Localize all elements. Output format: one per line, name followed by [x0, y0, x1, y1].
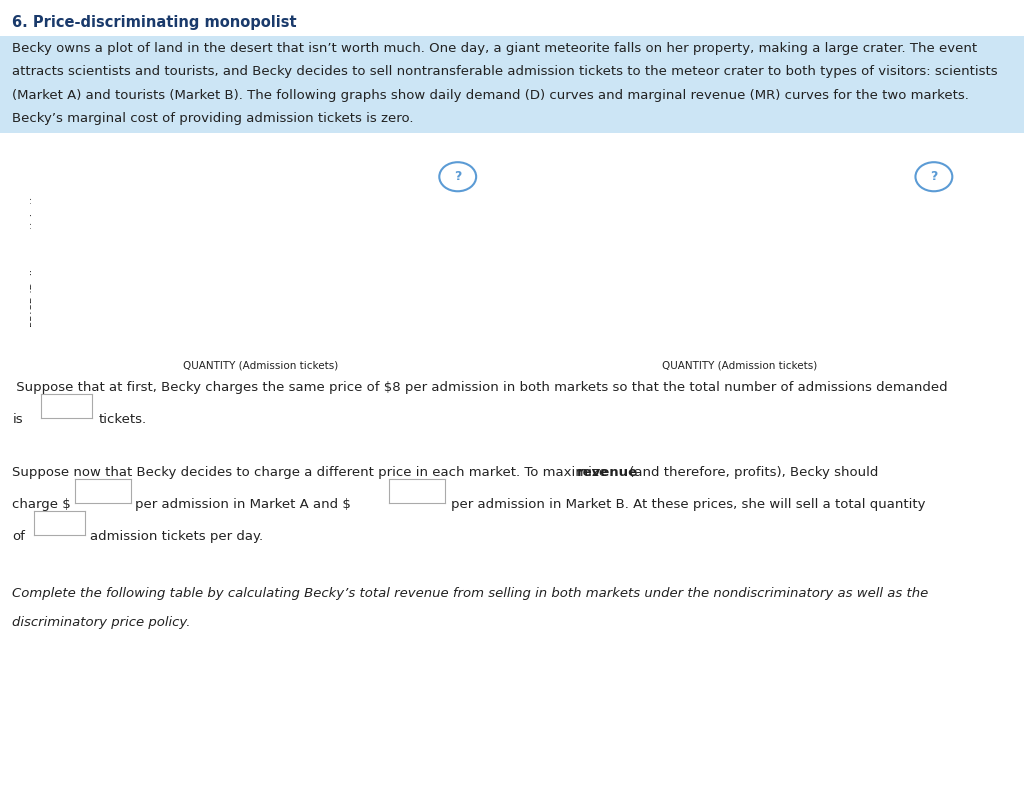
- Text: revenue: revenue: [577, 466, 638, 479]
- Text: Suppose that at first, Becky charges the same price of $8 per admission in both : Suppose that at first, Becky charges the…: [12, 381, 948, 394]
- Text: discriminatory price policy.: discriminatory price policy.: [12, 616, 190, 629]
- Y-axis label: PRICE (Dollars per ticket): PRICE (Dollars per ticket): [32, 196, 41, 328]
- Text: B: B: [663, 331, 669, 340]
- Text: MR: MR: [638, 327, 654, 337]
- Text: per admission in Market B. At these prices, she will sell a total quantity: per admission in Market B. At these pric…: [451, 498, 925, 511]
- Y-axis label: PRICE (Dollars per ticket): PRICE (Dollars per ticket): [511, 196, 520, 328]
- Text: tickets.: tickets.: [98, 413, 146, 426]
- Text: attracts scientists and tourists, and Becky decides to sell nontransferable admi: attracts scientists and tourists, and Be…: [12, 65, 998, 78]
- Text: D: D: [765, 327, 773, 337]
- Text: charge $: charge $: [12, 498, 71, 511]
- Text: Becky’s marginal cost of providing admission tickets is zero.: Becky’s marginal cost of providing admis…: [12, 112, 414, 125]
- Text: (and therefore, profits), Becky should: (and therefore, profits), Becky should: [625, 466, 878, 479]
- Text: is: is: [12, 413, 23, 426]
- Text: MR: MR: [238, 327, 254, 337]
- Text: Complete the following table by calculating Becky’s total revenue from selling i: Complete the following table by calculat…: [12, 587, 929, 600]
- Text: of: of: [12, 530, 26, 543]
- Text: per admission in Market A and $: per admission in Market A and $: [135, 498, 351, 511]
- Text: D: D: [443, 327, 452, 337]
- Text: (Market A) and tourists (Market B). The following graphs show daily demand (D) c: (Market A) and tourists (Market B). The …: [12, 89, 969, 102]
- Text: B: B: [780, 331, 786, 340]
- Text: admission tickets per day.: admission tickets per day.: [90, 530, 263, 543]
- Text: A: A: [262, 331, 267, 340]
- Title: Market B: Market B: [712, 166, 768, 179]
- X-axis label: QUANTITY (Admission tickets): QUANTITY (Admission tickets): [663, 360, 817, 370]
- Text: Becky owns a plot of land in the desert that isn’t worth much. One day, a giant : Becky owns a plot of land in the desert …: [12, 42, 978, 55]
- X-axis label: QUANTITY (Admission tickets): QUANTITY (Admission tickets): [183, 360, 338, 370]
- Text: 6. Price-discriminating monopolist: 6. Price-discriminating monopolist: [12, 15, 297, 30]
- Text: ?: ?: [930, 170, 938, 183]
- Text: ?: ?: [454, 170, 462, 183]
- Text: Suppose now that Becky decides to charge a different price in each market. To ma: Suppose now that Becky decides to charge…: [12, 466, 611, 479]
- Title: Market A: Market A: [232, 166, 289, 179]
